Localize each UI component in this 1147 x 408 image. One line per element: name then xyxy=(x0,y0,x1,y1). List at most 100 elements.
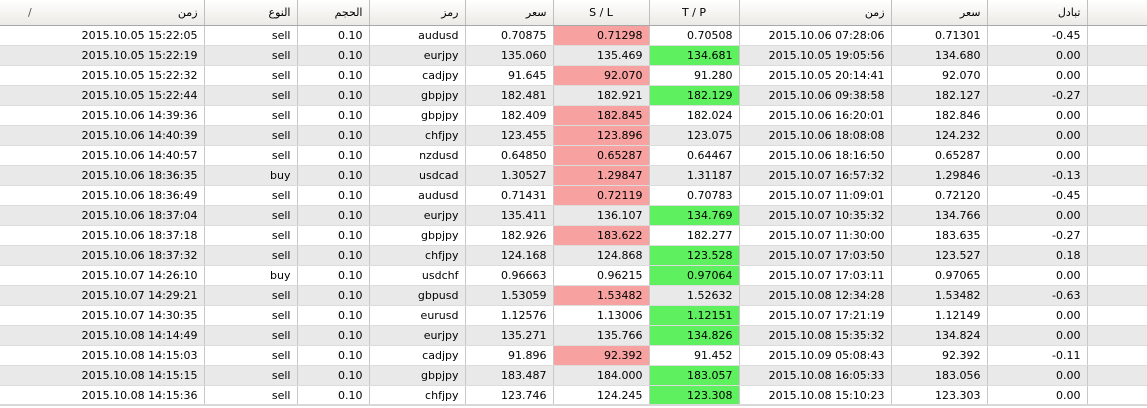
cell-volume: 0.10 xyxy=(297,265,370,286)
cell-swap: 0.00 xyxy=(987,325,1088,346)
cell-open-time: 2015.10.06 14:40:57 xyxy=(0,145,205,166)
cell-close-time: 2015.10.07 17:03:11 xyxy=(739,265,892,286)
cell-symbol: cadjpy xyxy=(369,65,466,86)
col-close-time-header[interactable]: زمن xyxy=(739,0,892,26)
cell-volume: 0.10 xyxy=(297,65,370,86)
cell-tp: 1.31187 xyxy=(649,165,740,186)
cell-open-price: 1.53059 xyxy=(465,285,554,306)
col-open-time-header[interactable]: / زمن xyxy=(0,0,205,26)
cell-volume: 0.10 xyxy=(297,245,370,266)
table-row[interactable]: 2015.10.05 15:22:44 sell 0.10 gbpjpy 182.481… xyxy=(0,85,1147,106)
cell-type: sell xyxy=(204,385,298,406)
table-row[interactable]: 2015.10.06 18:36:35 buy 0.10 usdcad 1.30527 1… xyxy=(0,165,1147,186)
cell-swap: 0.00 xyxy=(987,385,1088,406)
cell-volume: 0.10 xyxy=(297,305,370,326)
cell-symbol: eurjpy xyxy=(369,205,466,226)
cell-type: sell xyxy=(204,105,298,126)
cell-filler xyxy=(1087,185,1147,206)
cell-close-price: 134.824 xyxy=(891,325,988,346)
cell-volume: 0.10 xyxy=(297,25,370,46)
cell-close-time: 2015.10.08 15:10:23 xyxy=(739,385,892,406)
col-tp-header[interactable]: T / P xyxy=(649,0,740,26)
col-filler-header xyxy=(1087,0,1147,26)
cell-tp: 91.452 xyxy=(649,345,740,366)
col-tp-label: T / P xyxy=(681,5,707,19)
cell-close-price: 0.97065 xyxy=(891,265,988,286)
cell-filler xyxy=(1087,285,1147,306)
cell-sl: 135.469 xyxy=(553,45,650,66)
cell-swap: 0.00 xyxy=(987,265,1088,286)
cell-volume: 0.10 xyxy=(297,385,370,406)
table-row[interactable]: 2015.10.05 15:22:32 sell 0.10 cadjpy 91.645 9… xyxy=(0,65,1147,86)
cell-open-time: 2015.10.05 15:22:05 xyxy=(0,25,205,46)
col-symbol-header[interactable]: رمز xyxy=(369,0,466,26)
sort-indicator-icon: / xyxy=(28,5,32,19)
cell-sl: 182.845 xyxy=(553,105,650,126)
cell-close-time: 2015.10.07 16:57:32 xyxy=(739,165,892,186)
cell-swap: 0.00 xyxy=(987,65,1088,86)
cell-open-time: 2015.10.05 15:22:19 xyxy=(0,45,205,66)
table-row[interactable]: 2015.10.06 14:39:36 sell 0.10 gbpjpy 182.409… xyxy=(0,105,1147,126)
cell-open-price: 124.168 xyxy=(465,245,554,266)
cell-symbol: eurjpy xyxy=(369,45,466,66)
table-row[interactable]: 2015.10.05 15:22:05 sell 0.10 audusd 0.70875… xyxy=(0,25,1147,46)
cell-filler xyxy=(1087,45,1147,66)
cell-open-price: 182.926 xyxy=(465,225,554,246)
table-row[interactable]: 2015.10.08 14:15:03 sell 0.10 cadjpy 91.896 9… xyxy=(0,345,1147,366)
table-row[interactable]: 2015.10.06 14:40:57 sell 0.10 nzdusd 0.64850… xyxy=(0,145,1147,166)
table-row[interactable]: 2015.10.07 14:29:21 sell 0.10 gbpusd 1.53059… xyxy=(0,285,1147,306)
table-row[interactable]: 2015.10.07 14:30:35 sell 0.10 eurusd 1.12576… xyxy=(0,305,1147,326)
cell-close-time: 2015.10.08 12:34:28 xyxy=(739,285,892,306)
col-open-price-header[interactable]: سعر xyxy=(465,0,554,26)
col-swap-header[interactable]: تبادل xyxy=(987,0,1088,26)
cell-open-time: 2015.10.06 18:37:18 xyxy=(0,225,205,246)
cell-volume: 0.10 xyxy=(297,165,370,186)
cell-tp: 123.528 xyxy=(649,245,740,266)
cell-close-time: 2015.10.06 16:20:01 xyxy=(739,105,892,126)
col-open-price-label: سعر xyxy=(525,5,547,19)
table-row[interactable]: 2015.10.06 18:37:04 sell 0.10 eurjpy 135.411… xyxy=(0,205,1147,226)
col-volume-header[interactable]: الحجم xyxy=(297,0,370,26)
cell-sl: 0.71298 xyxy=(553,25,650,46)
cell-sl: 1.29847 xyxy=(553,165,650,186)
cell-type: sell xyxy=(204,185,298,206)
cell-type: sell xyxy=(204,45,298,66)
table-row[interactable]: 2015.10.07 14:26:10 buy 0.10 usdchf 0.96663 0… xyxy=(0,265,1147,286)
cell-open-price: 0.64850 xyxy=(465,145,554,166)
col-open-time-label: زمن xyxy=(177,5,198,19)
cell-sl: 92.070 xyxy=(553,65,650,86)
table-row[interactable]: 2015.10.05 15:22:19 sell 0.10 eurjpy 135.060… xyxy=(0,45,1147,66)
cell-symbol: audusd xyxy=(369,25,466,46)
table-row[interactable]: 2015.10.08 14:15:36 sell 0.10 chfjpy 123.746… xyxy=(0,385,1147,406)
col-symbol-label: رمز xyxy=(441,5,459,19)
col-sl-header[interactable]: S / L xyxy=(553,0,650,26)
cell-swap: 0.00 xyxy=(987,305,1088,326)
cell-tp: 134.826 xyxy=(649,325,740,346)
cell-type: sell xyxy=(204,285,298,306)
cell-close-price: 134.680 xyxy=(891,45,988,66)
col-type-header[interactable]: النوع xyxy=(204,0,298,26)
cell-close-time: 2015.10.06 07:28:06 xyxy=(739,25,892,46)
cell-sl: 135.766 xyxy=(553,325,650,346)
cell-open-time: 2015.10.08 14:14:49 xyxy=(0,325,205,346)
cell-close-price: 183.635 xyxy=(891,225,988,246)
cell-open-time: 2015.10.08 14:15:03 xyxy=(0,345,205,366)
cell-open-time: 2015.10.06 18:37:04 xyxy=(0,205,205,226)
cell-volume: 0.10 xyxy=(297,325,370,346)
cell-tp: 134.769 xyxy=(649,205,740,226)
col-close-time-label: زمن xyxy=(864,5,885,19)
table-row[interactable]: 2015.10.08 14:14:49 sell 0.10 eurjpy 135.271… xyxy=(0,325,1147,346)
cell-swap: 0.00 xyxy=(987,125,1088,146)
cell-filler xyxy=(1087,65,1147,86)
cell-open-price: 135.271 xyxy=(465,325,554,346)
col-close-price-header[interactable]: سعر xyxy=(891,0,988,26)
cell-tp: 1.52632 xyxy=(649,285,740,306)
cell-symbol: gbpusd xyxy=(369,285,466,306)
cell-tp: 0.70783 xyxy=(649,185,740,206)
table-row[interactable]: 2015.10.06 18:37:18 sell 0.10 gbpjpy 182.926… xyxy=(0,225,1147,246)
table-row[interactable]: 2015.10.06 14:40:39 sell 0.10 chfjpy 123.455… xyxy=(0,125,1147,146)
table-row[interactable]: 2015.10.08 14:15:15 sell 0.10 gbpjpy 183.487… xyxy=(0,365,1147,386)
table-row[interactable]: 2015.10.06 18:36:49 sell 0.10 audusd 0.71431… xyxy=(0,185,1147,206)
table-row[interactable]: 2015.10.06 18:37:32 sell 0.10 chfjpy 124.168… xyxy=(0,245,1147,266)
